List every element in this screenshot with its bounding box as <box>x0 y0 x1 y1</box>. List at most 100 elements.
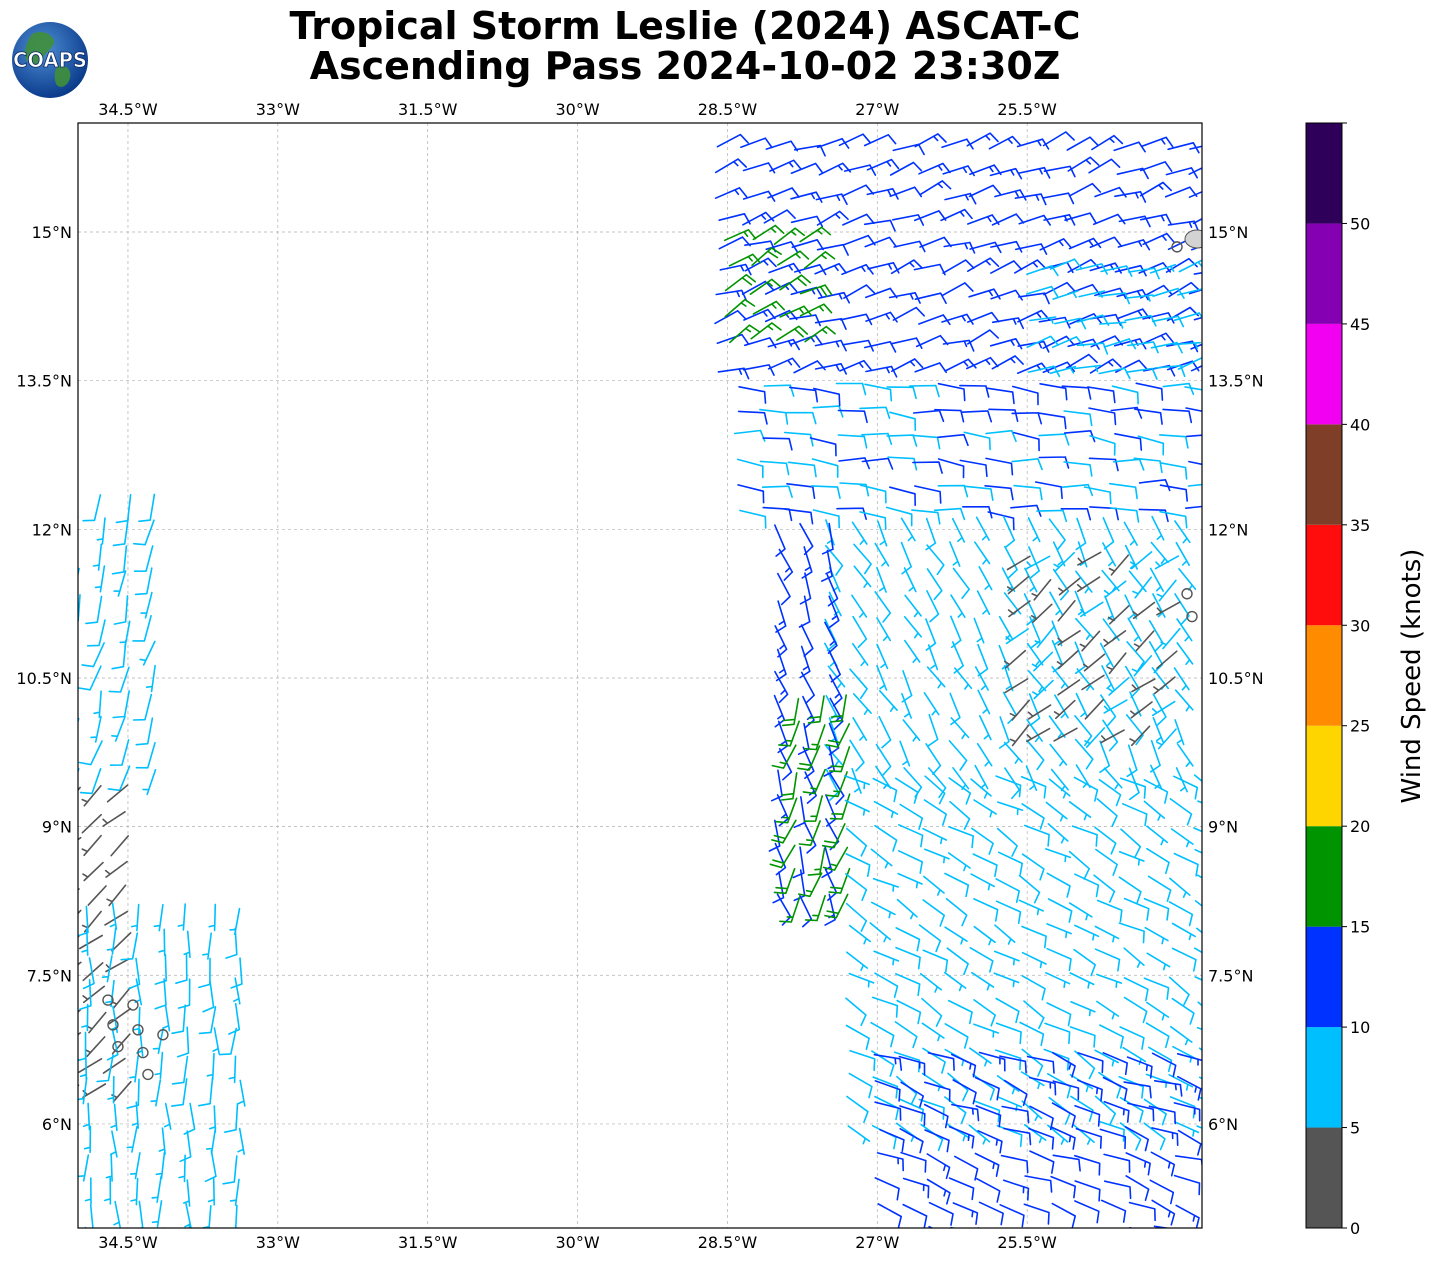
wind-barb-601 <box>825 818 840 851</box>
wind-barb-475 <box>851 594 868 618</box>
wind-barb-922 <box>1024 1175 1053 1193</box>
wind-barb-872 <box>1143 800 1166 821</box>
wind-barb-625 <box>824 621 838 654</box>
wind-barb-1009 <box>132 693 153 721</box>
wind-barb-436 <box>1003 665 1014 692</box>
wind-barb-1014 <box>78 641 79 644</box>
wind-barb-729 <box>944 1023 969 1049</box>
wind-barb-185 <box>838 133 872 147</box>
wind-barb-85 <box>841 264 874 276</box>
wind-barb-65 <box>843 284 876 299</box>
wind-barb-831 <box>870 848 893 869</box>
wind-barb-479 <box>950 594 966 618</box>
wind-barb-853 <box>1047 823 1069 844</box>
wind-barb-1168 <box>158 928 166 957</box>
wind-barb-240 <box>1173 312 1202 322</box>
colorbar-bin-4 <box>1306 725 1342 827</box>
wind-barb-1134 <box>171 1055 189 1085</box>
wind-barb-233 <box>1173 341 1201 350</box>
wind-barb-126 <box>863 219 896 232</box>
wind-barb-239 <box>1152 315 1185 328</box>
wind-barb-331 <box>737 410 768 425</box>
wind-barb-1170 <box>202 932 212 960</box>
wind-barb-123 <box>790 215 824 228</box>
wind-barb-1149 <box>198 1006 217 1035</box>
wind-barb-1094 <box>234 1204 238 1228</box>
wind-barb-958 <box>951 1103 980 1122</box>
colorbar-tick-label-4: 20 <box>1350 817 1370 836</box>
wind-barb-710 <box>849 1050 876 1072</box>
wind-barb-212 <box>728 253 762 267</box>
wind-barb-766 <box>1123 977 1149 1002</box>
wind-barb-174 <box>1067 156 1100 172</box>
wind-barb-278 <box>839 482 870 497</box>
wind-barb-454 <box>1074 641 1086 675</box>
wind-barb-307 <box>1088 457 1119 472</box>
wind-barb-51 <box>991 317 1024 330</box>
wind-barb-508 <box>926 544 945 576</box>
wind-barb-1030 <box>57 545 77 570</box>
wind-barb-892 <box>928 1225 934 1228</box>
wind-barb-238 <box>1124 314 1157 327</box>
land-layer <box>1184 229 1202 249</box>
wind-barb-366 <box>1135 382 1164 401</box>
island-shape <box>1184 229 1202 249</box>
wind-barb-1166 <box>106 927 117 955</box>
wind-barb-990 <box>1102 1052 1128 1076</box>
wind-barb-561 <box>1156 650 1178 669</box>
wind-barb-363 <box>1061 385 1092 400</box>
wind-barb-546 <box>1130 701 1153 719</box>
wind-barb-1148 <box>171 1004 186 1035</box>
wind-barb-335 <box>837 409 868 424</box>
wind-barb-746 <box>995 997 1020 1024</box>
wind-barb-14 <box>1065 353 1098 369</box>
wind-barb-412 <box>1152 717 1164 743</box>
wind-barb-775 <box>969 947 994 973</box>
wind-barb-1155 <box>177 978 191 1009</box>
wind-barb-540 <box>1156 728 1177 750</box>
wind-barb-883 <box>1048 778 1071 799</box>
wind-barb-633 <box>801 546 813 579</box>
wind-barb-98 <box>1165 257 1198 273</box>
wind-barb-506 <box>874 542 890 567</box>
wind-barb-940 <box>1150 1151 1176 1177</box>
wind-barb-551 <box>1081 674 1105 691</box>
wind-barb-1169 <box>183 930 191 959</box>
wind-barb-320 <box>937 433 969 447</box>
wind-barb-100 <box>718 236 751 250</box>
wind-barb-472 <box>1148 620 1164 653</box>
wind-barb-348 <box>1162 408 1193 424</box>
wind-barb-391 <box>1003 741 1023 764</box>
wind-barb-274 <box>737 484 765 504</box>
wind-barb-504 <box>825 544 844 576</box>
wind-barb-981 <box>873 1053 903 1071</box>
wind-barb-753 <box>1171 997 1195 1025</box>
wind-barb-576 <box>1006 575 1030 595</box>
wind-barb-427 <box>1152 693 1167 726</box>
wind-barb-973 <box>1003 1079 1028 1106</box>
wind-barb-611 <box>777 720 789 754</box>
wind-barb-967 <box>1173 1102 1201 1122</box>
wind-barb-739 <box>1196 1026 1202 1031</box>
wind-barb-1105 <box>155 1151 166 1180</box>
wind-barb-972 <box>974 1076 1000 1101</box>
wind-barb-951 <box>1099 1128 1127 1150</box>
wind-barb-277 <box>810 485 841 499</box>
wind-barb-324 <box>1038 433 1070 446</box>
wind-barb-828 <box>1169 877 1191 898</box>
wind-barb-295 <box>787 461 817 478</box>
wind-barb-915 <box>1175 1204 1200 1228</box>
wind-barb-210 <box>779 274 811 291</box>
wind-barb-197 <box>1140 136 1174 148</box>
wind-barb-328 <box>1137 435 1165 456</box>
wind-barb-788 <box>918 924 942 953</box>
wind-barb-878 <box>924 775 946 805</box>
wind-barb-586 <box>1077 551 1102 566</box>
wind-barb-263 <box>933 507 966 521</box>
wind-barb-162 <box>769 159 802 172</box>
wind-barb-402 <box>902 719 921 742</box>
wind-barb-851 <box>996 827 1018 857</box>
wind-barb-473 <box>1176 618 1193 642</box>
wind-barb-900 <box>1129 1227 1135 1228</box>
wind-barb-44 <box>814 318 847 330</box>
